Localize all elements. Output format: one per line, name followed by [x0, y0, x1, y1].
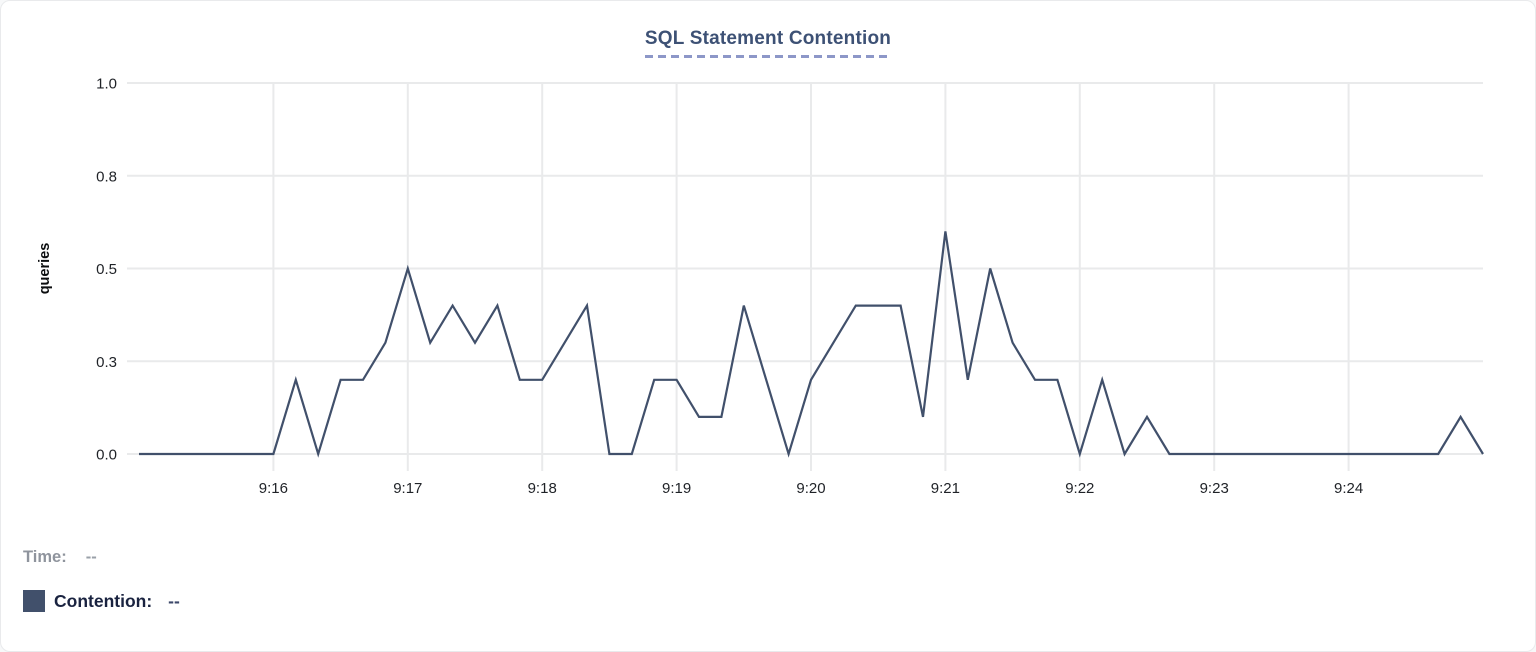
chart-header: SQL Statement Contention: [1, 28, 1535, 58]
y-tick-label: 0.0: [96, 447, 117, 464]
contention-label: Contention:: [54, 590, 153, 611]
time-value: --: [85, 548, 97, 566]
time-label: Time:: [23, 548, 67, 566]
legend-time-row: Time: --: [23, 548, 180, 567]
contention-value: --: [168, 590, 180, 611]
hover-legend: Time: -- Contention: --: [23, 548, 180, 612]
plot-area[interactable]: [139, 83, 1483, 454]
chart-title[interactable]: SQL Statement Contention: [644, 28, 892, 58]
y-tick-label: 0.5: [96, 261, 117, 278]
legend-contention-row: Contention: --: [23, 590, 180, 612]
x-tick-label: 9:16: [259, 480, 288, 497]
contention-chart[interactable]: 0.00.30.50.81.09:16 9:17 9:18 9:19 9:20 9:21 9…: [1, 1, 1536, 521]
x-tick-label: 9:24: [1334, 480, 1363, 497]
x-tick-label: 9:19: [662, 480, 691, 497]
x-gridlines: 9:16 9:17 9:18 9:19 9:20 9:21 9:22 9:23 9:24: [259, 83, 1363, 497]
x-tick-label: 9:21: [931, 480, 960, 497]
y-tick-label: 0.8: [96, 168, 117, 185]
contention-series-swatch: [23, 590, 45, 612]
contention-line: [139, 231, 1484, 458]
x-tick-label: 9:20: [796, 480, 825, 497]
y-tick-label: 0.3: [96, 354, 117, 371]
x-tick-label: 9:17: [393, 480, 422, 497]
x-tick-label: 9:18: [528, 480, 557, 497]
x-tick-label: 9:22: [1065, 480, 1094, 497]
y-tick-label: 1.0: [96, 76, 117, 93]
x-tick-label: 9:23: [1200, 480, 1229, 497]
y-axis-label: queries: [37, 243, 53, 295]
